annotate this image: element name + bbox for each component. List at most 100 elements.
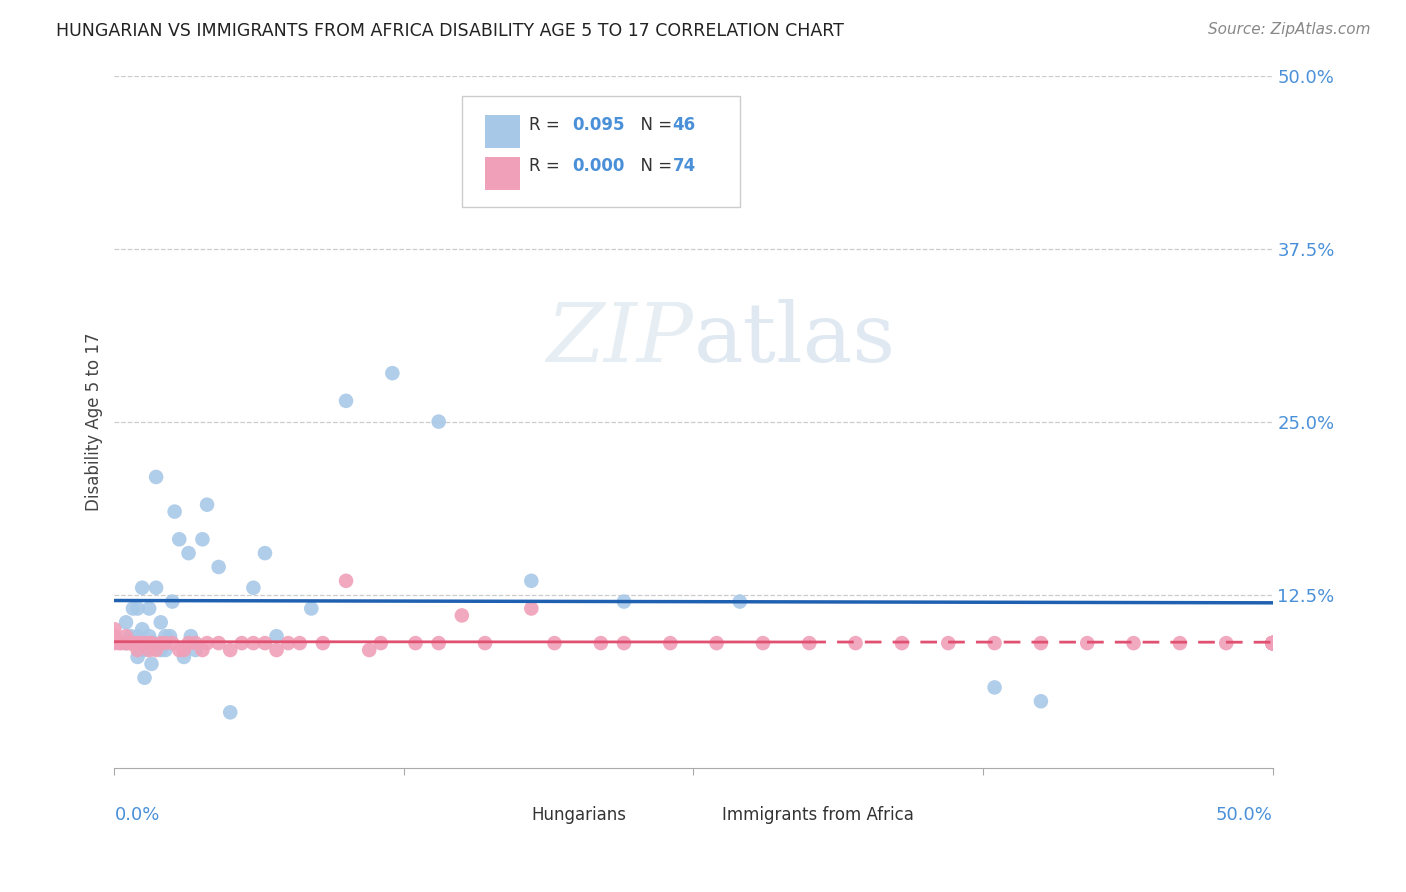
Point	[1261, 636, 1284, 650]
Point	[589, 636, 612, 650]
Point	[184, 643, 207, 657]
Point	[145, 470, 167, 484]
Point	[1168, 636, 1191, 650]
Text: Hungarians: Hungarians	[531, 805, 626, 824]
Point	[122, 636, 145, 650]
Point	[288, 636, 311, 650]
Point	[134, 636, 156, 650]
Point	[752, 636, 775, 650]
Point	[108, 636, 131, 650]
Text: N =: N =	[630, 157, 678, 175]
Point	[1261, 636, 1284, 650]
Point	[120, 636, 142, 650]
Point	[131, 581, 153, 595]
Point	[253, 546, 276, 560]
Point	[115, 615, 138, 630]
Point	[141, 657, 163, 671]
Point	[184, 636, 207, 650]
Point	[163, 505, 186, 519]
Point	[127, 649, 149, 664]
Point	[1029, 636, 1052, 650]
Point	[142, 636, 165, 650]
Point	[231, 636, 253, 650]
Point	[1261, 636, 1284, 650]
Point	[115, 636, 138, 650]
Point	[520, 574, 543, 588]
Point	[1076, 636, 1098, 650]
Point	[138, 601, 160, 615]
Point	[1261, 636, 1284, 650]
Point	[103, 629, 125, 643]
Point	[115, 629, 138, 643]
Text: 0.0%: 0.0%	[114, 805, 160, 824]
Point	[145, 643, 167, 657]
Point	[277, 636, 299, 650]
Point	[155, 643, 177, 657]
Text: ZIP: ZIP	[547, 299, 693, 378]
Text: R =: R =	[529, 157, 565, 175]
Point	[120, 629, 142, 643]
Point	[1122, 636, 1144, 650]
Point	[359, 643, 381, 657]
Point	[141, 636, 163, 650]
Point	[312, 636, 335, 650]
Point	[381, 366, 404, 380]
Point	[195, 498, 218, 512]
Point	[191, 533, 214, 547]
Point	[1261, 636, 1284, 650]
Point	[155, 629, 177, 643]
Point	[219, 706, 242, 720]
Point	[370, 636, 392, 650]
Point	[1261, 636, 1284, 650]
Point	[299, 601, 322, 615]
Point	[103, 636, 125, 650]
Point	[242, 581, 264, 595]
Point	[335, 574, 357, 588]
Point	[127, 601, 149, 615]
Point	[191, 643, 214, 657]
Point	[1261, 636, 1284, 650]
Point	[110, 636, 132, 650]
Point	[405, 636, 427, 650]
Text: 0.095: 0.095	[572, 116, 624, 134]
Point	[936, 636, 959, 650]
Point	[543, 636, 565, 650]
Point	[138, 629, 160, 643]
Point	[122, 601, 145, 615]
Point	[450, 608, 472, 623]
Point	[266, 643, 288, 657]
Text: R =: R =	[529, 116, 565, 134]
Point	[208, 636, 231, 650]
Point	[728, 594, 751, 608]
Point	[335, 393, 357, 408]
Point	[149, 643, 172, 657]
Point	[103, 622, 125, 636]
Point	[162, 636, 184, 650]
Point	[177, 636, 200, 650]
Point	[115, 636, 138, 650]
Point	[169, 643, 191, 657]
Point	[127, 636, 149, 650]
Point	[266, 629, 288, 643]
Point	[706, 636, 728, 650]
Point	[208, 560, 231, 574]
Text: Source: ZipAtlas.com: Source: ZipAtlas.com	[1208, 22, 1371, 37]
Point	[149, 636, 172, 650]
Point	[219, 643, 242, 657]
Text: 0.000: 0.000	[572, 157, 624, 175]
Point	[134, 671, 156, 685]
Point	[427, 636, 450, 650]
Point	[149, 615, 172, 630]
Point	[131, 636, 153, 650]
Point	[127, 629, 149, 643]
Point	[180, 629, 202, 643]
Point	[173, 643, 195, 657]
Point	[145, 581, 167, 595]
Point	[253, 636, 276, 650]
Point	[169, 533, 191, 547]
Point	[138, 636, 160, 650]
FancyBboxPatch shape	[682, 789, 714, 813]
Point	[474, 636, 496, 650]
Point	[799, 636, 821, 650]
Text: Immigrants from Africa: Immigrants from Africa	[723, 805, 914, 824]
